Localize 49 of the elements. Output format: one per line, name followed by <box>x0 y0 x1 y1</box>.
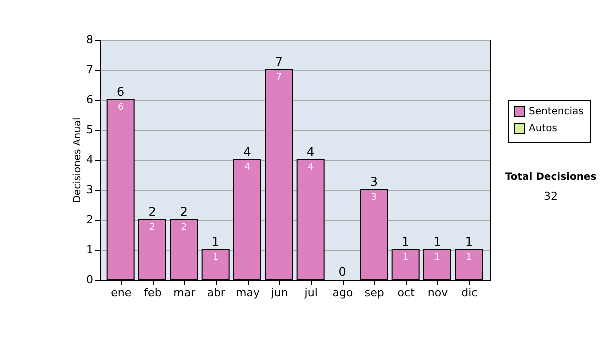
total-label: 4 <box>307 145 315 159</box>
x-tick-label: ago <box>332 286 354 300</box>
x-tick-label: sep <box>364 286 384 300</box>
total-label: 7 <box>275 55 283 69</box>
data-label: 1 <box>466 253 472 263</box>
data-label: 6 <box>118 103 124 113</box>
text: Total Decisiones <box>505 172 597 183</box>
y-tick-label: 6 <box>86 94 94 106</box>
data-label: 4 <box>244 163 251 173</box>
total-label: 2 <box>148 205 156 219</box>
total-label: 1 <box>434 235 442 249</box>
x-tick-label: may <box>236 286 260 300</box>
data-label: 3 <box>371 193 378 203</box>
data-label: 2 <box>150 223 156 233</box>
x-tick-label: oct <box>398 286 416 300</box>
data-label: 2 <box>181 223 188 233</box>
total-label: 1 <box>212 235 220 249</box>
data-label: 1 <box>402 253 409 263</box>
x-tick-label: ene <box>111 286 132 300</box>
x-tick-label: jun <box>270 286 288 300</box>
x-tick-label: jul <box>304 286 318 300</box>
y-tick-label: 2 <box>86 214 94 226</box>
x-tick-label: dic <box>462 286 478 300</box>
total-label: 4 <box>244 145 252 159</box>
x-tick-label: abr <box>207 286 226 300</box>
legend-label: Sentencias <box>529 106 584 118</box>
y-tick-label: 7 <box>86 64 94 76</box>
x-tick-label: feb <box>144 286 162 300</box>
data-label: 1 <box>434 253 440 263</box>
y-tick-label: 8 <box>86 34 94 46</box>
data-label: 4 <box>308 163 314 173</box>
data-label: 1 <box>212 253 219 263</box>
x-tick-label: nov <box>428 286 449 300</box>
y-axis-title: Decisiones Anual <box>72 118 84 204</box>
total-label: 1 <box>465 235 473 249</box>
y-tick-label: 4 <box>86 154 94 166</box>
total-label: 3 <box>370 175 378 189</box>
legend-label: Autos <box>529 124 558 134</box>
y-tick-label: 5 <box>86 124 94 136</box>
y-tick-label: 0 <box>86 274 94 286</box>
total-label: 6 <box>117 85 125 99</box>
total-label: 2 <box>180 205 188 219</box>
x-tick-label: mar <box>174 286 196 300</box>
y-tick-label: 1 <box>86 244 94 256</box>
text: 32 <box>544 190 558 203</box>
data-label: 7 <box>276 73 282 83</box>
y-tick-label: 3 <box>86 184 94 196</box>
total-label: 1 <box>402 235 410 249</box>
total-label: 0 <box>338 265 346 279</box>
